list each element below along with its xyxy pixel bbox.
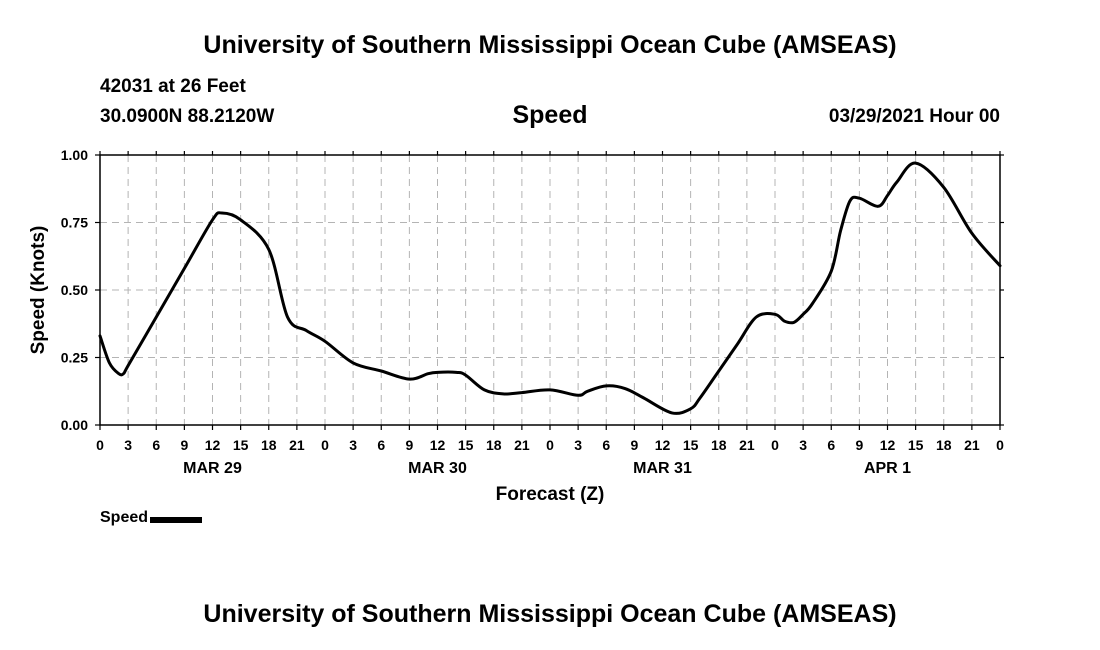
- series-layer: [98, 161, 1002, 415]
- plot-frame: [99, 154, 1001, 426]
- y-tick-label: 0.75: [61, 215, 88, 231]
- x-tick-label: 18: [711, 437, 727, 453]
- legend: Speed: [100, 509, 203, 527]
- x-tick-label: 18: [486, 437, 502, 453]
- x-tick-label: 6: [827, 437, 835, 453]
- day-label: MAR 31: [633, 460, 692, 477]
- x-tick-label: 0: [96, 437, 104, 453]
- y-tick-label: 0.50: [61, 282, 88, 298]
- day-label: MAR 29: [183, 460, 242, 477]
- x-tick-label: 12: [655, 437, 671, 453]
- y-tick-label: 0.25: [61, 350, 88, 366]
- station-label: 42031 at 26 Feet: [100, 76, 246, 97]
- x-tick-label: 0: [996, 437, 1004, 453]
- x-tick-label: 18: [936, 437, 952, 453]
- chart-title-top: University of Southern Mississippi Ocean…: [203, 31, 897, 59]
- chart-title-bottom: University of Southern Mississippi Ocean…: [203, 600, 897, 628]
- x-axis-title: Forecast (Z): [496, 484, 605, 505]
- x-tick-label: 15: [683, 437, 699, 453]
- x-tick-label: 21: [739, 437, 755, 453]
- x-tick-label: 6: [377, 437, 385, 453]
- x-tick-label: 6: [152, 437, 160, 453]
- axis-labels: 0 3 6 9 12 15 18 21 0 3 6 9 12 15 18 21 0 3 6 9 12 15 18 21 0 3 6 9…: [61, 147, 1004, 477]
- forecast-datetime: 03/29/2021 Hour 00: [828, 106, 1000, 127]
- x-tick-label: 12: [205, 437, 221, 453]
- x-tick-label: 12: [880, 437, 896, 453]
- day-label: MAR 30: [408, 460, 467, 477]
- x-tick-label: 9: [855, 437, 863, 453]
- x-tick-label: 15: [233, 437, 249, 453]
- parameter-title: Speed: [512, 101, 588, 129]
- legend-swatch: [150, 516, 203, 523]
- x-tick-label: 15: [908, 437, 924, 453]
- x-tick-label: 0: [546, 437, 554, 453]
- x-tick-label: 21: [964, 437, 980, 453]
- x-tick-label: 3: [124, 437, 132, 453]
- x-tick-label: 0: [321, 437, 329, 453]
- grid-lines: [100, 155, 1000, 425]
- x-tick-label: 18: [261, 437, 277, 453]
- day-label: APR 1: [864, 460, 911, 477]
- y-tick-label: 1.00: [61, 147, 88, 163]
- x-tick-label: 9: [180, 437, 188, 453]
- x-tick-label: 3: [799, 437, 807, 453]
- legend-label: Speed: [100, 509, 149, 526]
- x-tick-label: 0: [771, 437, 779, 453]
- x-tick-label: 9: [405, 437, 413, 453]
- speed-series-line: [98, 161, 1002, 415]
- x-tick-label: 3: [574, 437, 582, 453]
- y-tick-label: 0.00: [61, 417, 88, 433]
- x-tick-label: 3: [349, 437, 357, 453]
- y-axis-title: Speed (Knots): [28, 226, 49, 355]
- x-tick-label: 15: [458, 437, 474, 453]
- x-tick-label: 21: [289, 437, 305, 453]
- x-tick-label: 21: [514, 437, 530, 453]
- x-tick-label: 6: [602, 437, 610, 453]
- x-tick-label: 9: [630, 437, 638, 453]
- coordinates-label: 30.0900N 88.2120W: [100, 106, 275, 127]
- x-tick-label: 12: [430, 437, 446, 453]
